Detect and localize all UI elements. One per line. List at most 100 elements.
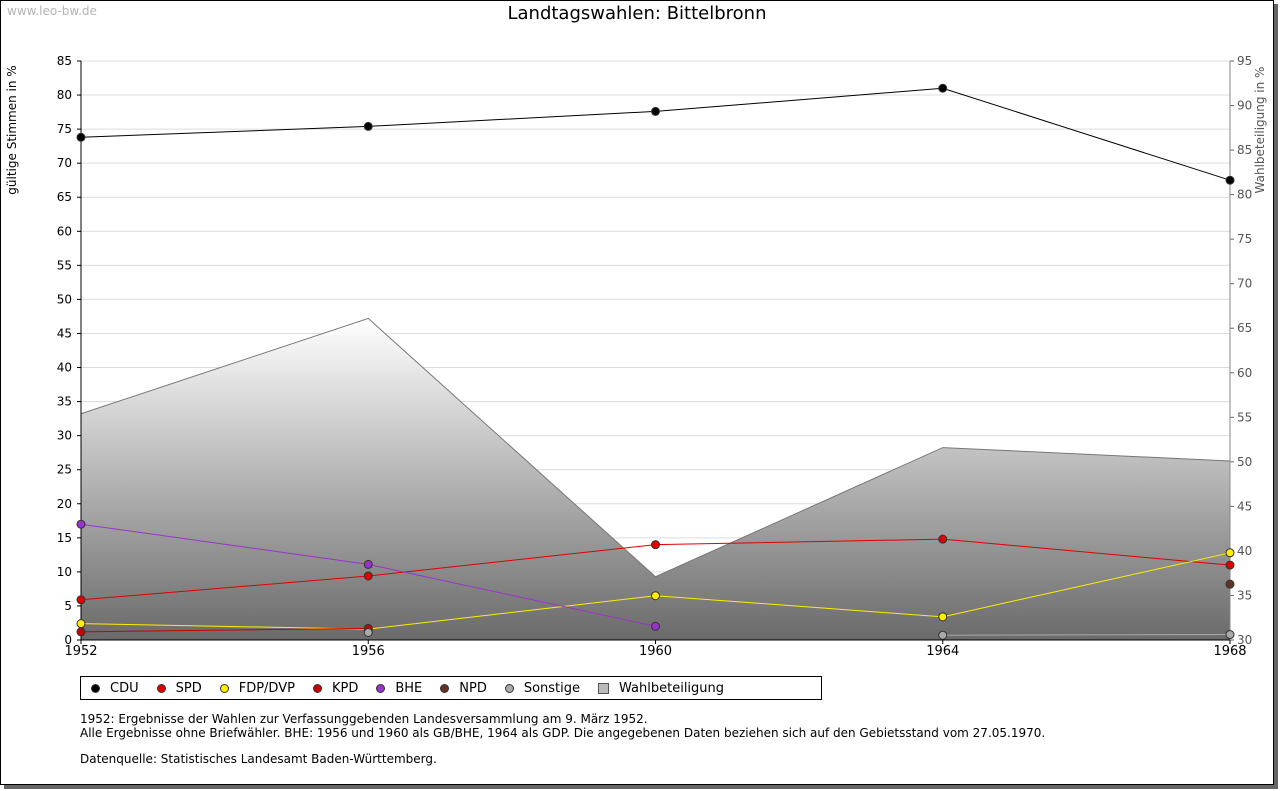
y-tick-label: 15 xyxy=(57,531,72,545)
data-point-sonstige xyxy=(363,628,373,638)
data-point-spd xyxy=(76,595,86,605)
x-tick-label: 1964 xyxy=(926,644,959,659)
data-point-spd xyxy=(938,534,948,544)
legend-dot-icon xyxy=(312,683,322,693)
y-tick-label: 60 xyxy=(57,224,72,238)
data-point-bhe xyxy=(363,559,373,569)
legend-label: BHE xyxy=(395,680,423,696)
y-tick-label: 5 xyxy=(64,599,72,613)
data-point-sonstige xyxy=(1225,630,1235,640)
y-tick-label: 25 xyxy=(57,463,72,477)
legend-label: SPD xyxy=(175,680,202,696)
legend-item: Wahlbeteiligung xyxy=(598,681,724,696)
data-point-bhe xyxy=(76,519,86,529)
x-tick-label: 1960 xyxy=(639,644,672,659)
legend-dot-icon xyxy=(440,683,450,693)
legend-label: CDU xyxy=(110,680,139,696)
legend: CDU SPD FDP/DVP KPD BHE NPD Sonstige Wahlbeteil… xyxy=(80,676,822,700)
y2-tick-label: 40 xyxy=(1237,544,1252,558)
legend-item: Sonstige xyxy=(504,680,581,696)
data-point-npd xyxy=(1225,579,1235,589)
y2-tick-label: 85 xyxy=(1237,143,1252,157)
data-point-fdpdvp xyxy=(651,591,660,601)
legend-dot-icon xyxy=(219,683,229,693)
y2-tick-label: 80 xyxy=(1237,188,1252,202)
y2-tick-label: 70 xyxy=(1237,277,1252,291)
y-tick-label: 85 xyxy=(57,54,72,68)
series-markers xyxy=(76,83,1235,640)
legend-label: Wahlbeteiligung xyxy=(619,680,725,696)
y-tick-label: 70 xyxy=(57,156,72,170)
y2-tick-label: 65 xyxy=(1237,321,1252,335)
footnotes: 1952: Ergebnisse der Wahlen zur Verfassu… xyxy=(80,712,1046,767)
data-point-cdu xyxy=(651,106,660,116)
legend-label: KPD xyxy=(331,680,359,696)
y2-axis-label: Wahlbeteiligung in % xyxy=(1253,67,1267,194)
legend-dot-icon xyxy=(376,683,386,693)
chart-title: Landtagswahlen: Bittelbronn xyxy=(507,3,767,24)
series-line-kpd xyxy=(80,627,369,633)
y-tick-label: 45 xyxy=(57,326,72,340)
watermark: www.leo-bw.de xyxy=(7,4,97,18)
legend-item: FDP/DVP xyxy=(219,680,295,696)
y-tick-label: 75 xyxy=(57,122,72,136)
y2-tick-label: 75 xyxy=(1237,232,1252,246)
legend-item: CDU xyxy=(91,681,139,696)
y-tick-label: 35 xyxy=(57,395,72,409)
data-point-fdpdvp xyxy=(938,612,948,622)
legend-dot-icon xyxy=(504,683,514,693)
data-point-spd xyxy=(363,571,373,581)
y2-tick-label: 60 xyxy=(1237,366,1252,380)
y-tick-label: 0 xyxy=(64,633,72,647)
legend-dot-icon xyxy=(91,683,100,693)
turnout-area-fill xyxy=(81,318,1230,640)
y-tick-label: 80 xyxy=(57,88,72,102)
data-point-spd xyxy=(1225,560,1235,570)
data-point-cdu xyxy=(363,121,373,131)
data-point-fdpdvp xyxy=(1225,548,1235,558)
legend-item: SPD xyxy=(156,680,202,696)
x-tick-label: 1968 xyxy=(1213,644,1246,659)
data-point-fdpdvp xyxy=(76,619,86,629)
legend-dot-icon xyxy=(156,683,166,693)
data-point-kpd xyxy=(76,627,86,637)
legend-label: Sonstige xyxy=(523,680,581,696)
x-tick-label: 1952 xyxy=(64,644,97,659)
series-line-sonstige xyxy=(942,634,1231,636)
chart-canvas: 0 5 10 15 20 25 30 35 40 45 50 55 60 65 70 75 80 85 30 35 40… xyxy=(5,54,1267,659)
data-point-bhe xyxy=(651,621,660,631)
y2-tick-label: 35 xyxy=(1237,588,1252,602)
legend-item: BHE xyxy=(376,681,422,696)
y2-tick-label: 90 xyxy=(1237,99,1252,113)
y2-tick-label: 55 xyxy=(1237,410,1252,424)
y-tick-label: 50 xyxy=(57,292,72,306)
data-source: Datenquelle: Statistisches Landesamt Bad… xyxy=(80,752,437,766)
y2-tick-label: 95 xyxy=(1237,54,1252,68)
note-line-1: 1952: Ergebnisse der Wahlen zur Verfassu… xyxy=(80,712,648,726)
turnout-area xyxy=(80,317,1231,640)
y-tick-label: 55 xyxy=(57,258,72,272)
y2-tick-label: 50 xyxy=(1237,455,1252,469)
legend-label: NPD xyxy=(459,680,487,696)
y-axis-label: gültige Stimmen in % xyxy=(5,65,19,194)
data-point-sonstige xyxy=(938,630,948,640)
y-tick-label: 30 xyxy=(57,429,72,443)
legend-item: NPD xyxy=(440,681,487,696)
data-point-cdu xyxy=(1225,175,1235,185)
data-point-cdu xyxy=(938,83,948,93)
axes: 0 5 10 15 20 25 30 35 40 45 50 55 60 65 70 75 80 85 30 35 40… xyxy=(5,54,1267,659)
y-tick-label: 20 xyxy=(57,497,72,511)
legend-item: KPD xyxy=(312,680,359,696)
y2-tick-label: 30 xyxy=(1237,633,1252,647)
y-tick-label: 65 xyxy=(57,190,72,204)
data-point-cdu xyxy=(76,132,86,142)
turnout-line xyxy=(80,317,1231,578)
data-point-spd xyxy=(651,540,660,550)
x-tick-label: 1956 xyxy=(352,644,385,659)
legend-label: FDP/DVP xyxy=(238,680,295,696)
series-line-cdu xyxy=(80,87,1231,181)
y-tick-label: 10 xyxy=(57,565,72,579)
y2-tick-label: 45 xyxy=(1237,499,1252,513)
y-tick-label: 40 xyxy=(57,361,72,375)
note-line-2: Alle Ergebnisse ohne Briefwähler. BHE: 1… xyxy=(80,725,1046,740)
